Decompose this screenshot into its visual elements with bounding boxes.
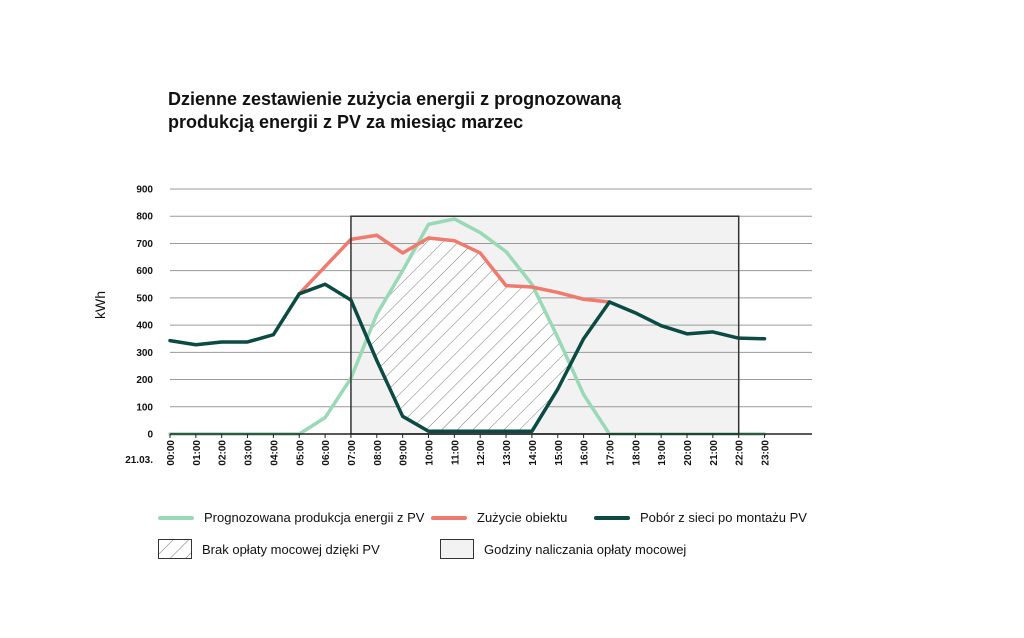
x-tick-label: 02:00 (218, 440, 229, 466)
x-tick-label: 22:00 (735, 440, 746, 466)
legend-swatch-consumption (431, 515, 467, 520)
x-tick-label: 09:00 (399, 440, 410, 466)
x-tick-label: 01:00 (192, 440, 203, 466)
y-tick-label: 300 (136, 348, 153, 359)
x-tick-label: 20:00 (683, 440, 694, 466)
legend-swatch-grid (594, 515, 630, 520)
y-tick-label: 400 (136, 321, 153, 332)
x-tick-label: 12:00 (476, 440, 487, 466)
y-tick-label: 600 (136, 266, 153, 277)
legend-item-pv: Prognozowana produkcja energii z PV (158, 510, 424, 525)
legend-label-demand-hours: Godziny naliczania opłaty mocowej (484, 541, 687, 557)
x-tick-label: 03:00 (244, 440, 255, 466)
x-tick-label: 06:00 (321, 440, 332, 466)
chart-title-line-2: produkcją energii z PV za miesiąc marzec (168, 112, 524, 132)
x-tick-label: 14:00 (528, 440, 539, 466)
x-tick-label: 19:00 (657, 440, 668, 466)
x-tick-label: 00:00 (166, 440, 177, 466)
y-tick-label: 800 (136, 212, 153, 223)
y-tick-label: 500 (136, 293, 153, 304)
x-tick-label: 18:00 (631, 440, 642, 466)
legend-swatch-pv (158, 515, 194, 520)
legend-swatch-hatch (158, 539, 192, 559)
x-tick-label: 23:00 (761, 440, 772, 466)
chart-title: Dzienne zestawienie zużycia energii z pr… (168, 88, 688, 134)
x-tick-label: 10:00 (425, 440, 436, 466)
x-tick-label: 04:00 (269, 440, 280, 466)
legend-item-hatch: Brak opłaty mocowej dzięki PV (158, 539, 380, 559)
x-tick-label: 08:00 (373, 440, 384, 466)
x-tick-label: 17:00 (605, 440, 616, 466)
legend-item-consumption: Zużycie obiektu (431, 510, 567, 525)
date-label: 21.03. (125, 455, 153, 466)
legend-item-grid: Pobór z sieci po montażu PV (594, 510, 807, 525)
legend-label-hatch: Brak opłaty mocowej dzięki PV (202, 541, 380, 557)
x-tick-label: 11:00 (450, 440, 461, 465)
x-tick-label: 13:00 (502, 440, 513, 466)
chart-title-line-1: Dzienne zestawienie zużycia energii z pr… (168, 89, 622, 109)
y-tick-label: 900 (136, 185, 153, 196)
legend-label-pv: Prognozowana produkcja energii z PV (204, 510, 425, 525)
x-tick-label: 21:00 (709, 440, 720, 466)
x-tick-label: 05:00 (295, 440, 306, 466)
legend-label-consumption: Zużycie obiektu (477, 510, 568, 525)
legend-swatch-demand-hours (440, 539, 474, 559)
hatched-area (366, 238, 574, 432)
y-tick-label: 700 (136, 239, 153, 250)
x-tick-label: 16:00 (580, 440, 591, 466)
y-tick-label: 0 (147, 430, 153, 441)
legend-label-grid: Pobór z sieci po montażu PV (640, 510, 807, 525)
y-axis-label: kWh (92, 291, 108, 319)
y-tick-label: 100 (136, 402, 153, 413)
x-tick-label: 07:00 (347, 440, 358, 466)
y-tick-label: 200 (136, 375, 153, 386)
legend-item-demand-hours: Godziny naliczania opłaty mocowej (440, 539, 686, 559)
series-line-grid (168, 282, 767, 434)
x-tick-label: 15:00 (554, 440, 565, 466)
